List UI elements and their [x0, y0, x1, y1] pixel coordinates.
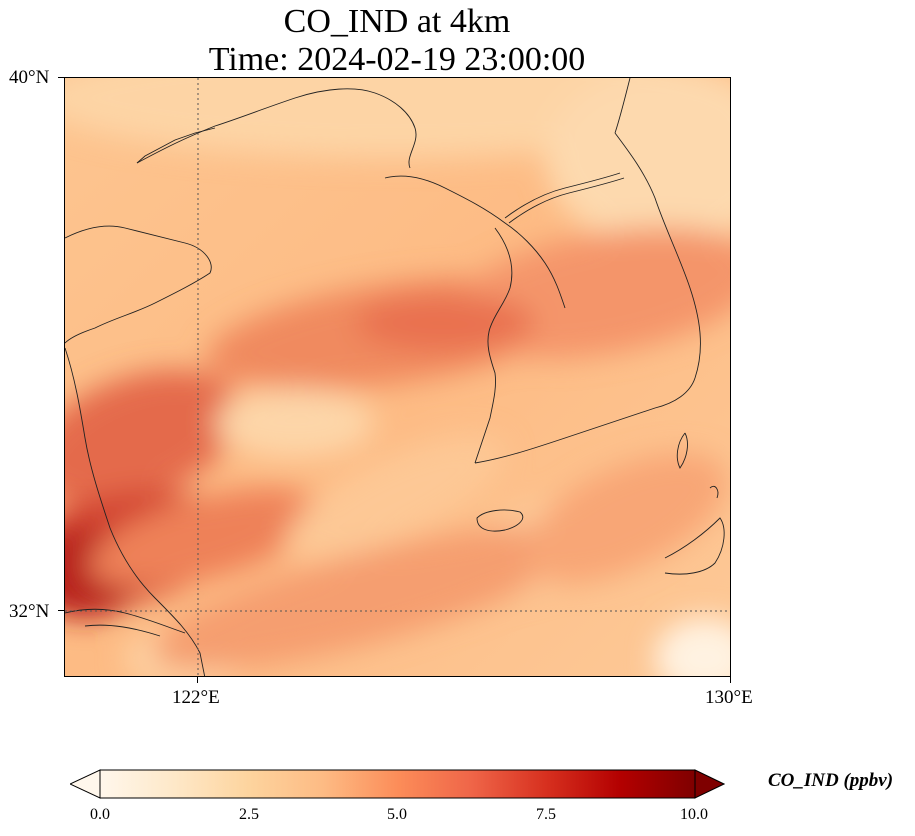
colorbar-tick: 7.5 — [536, 806, 556, 823]
colorbar-gradient — [99, 769, 696, 799]
map-panel — [64, 77, 731, 677]
colorbar — [70, 769, 725, 799]
colorbar-extend-min — [70, 769, 101, 799]
lat-label-40n: 40°N — [9, 67, 50, 88]
lon-label-122e: 122°E — [172, 687, 220, 708]
gridlines — [65, 78, 730, 676]
colorbar-label: CO_IND (ppbv) — [768, 770, 894, 791]
coastlines — [65, 78, 725, 676]
map-subtitle-time: Time: 2024-02-19 23:00:00 — [208, 41, 586, 78]
lat-tick-40n — [58, 77, 64, 78]
lon-tick-122e — [197, 677, 198, 683]
lat-tick-32n — [58, 610, 64, 611]
colorbar-extend-max — [694, 769, 725, 799]
concentration-field-plumes — [65, 78, 730, 676]
colorbar-tick: 0.0 — [90, 806, 110, 823]
lat-label-32n: 32°N — [9, 601, 50, 622]
colorbar-tick: 10.0 — [680, 806, 708, 823]
colorbar-tick: 5.0 — [387, 806, 407, 823]
lon-label-130e: 130°E — [705, 687, 753, 708]
map-title: CO_IND at 4km — [283, 3, 511, 40]
lon-tick-130e — [730, 677, 731, 683]
colorbar-tick: 2.5 — [239, 806, 259, 823]
